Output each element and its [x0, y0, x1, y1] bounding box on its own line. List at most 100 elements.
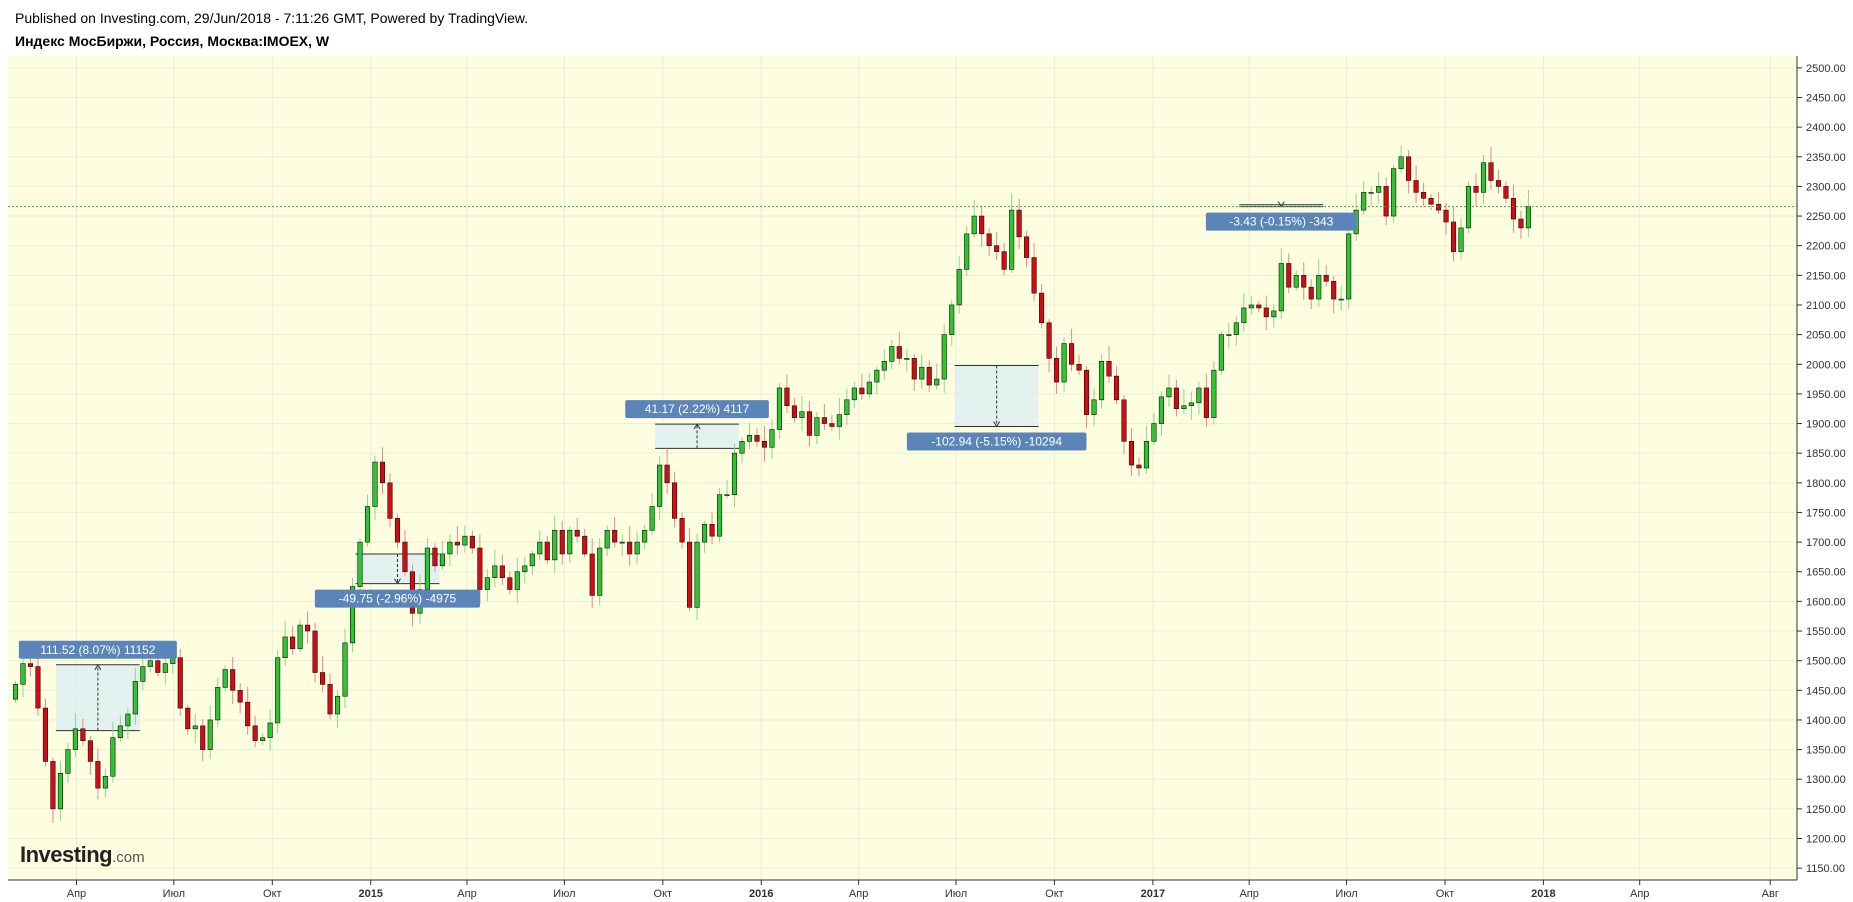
candle-body — [859, 387, 865, 395]
time-axis[interactable]: Апр Июл Окт 2015 Апр Июл Окт 2016 Апр Июл Окт 2017 А… — [8, 879, 1797, 900]
candle-body — [1016, 209, 1022, 238]
candle — [769, 419, 775, 460]
candle-body — [1473, 186, 1479, 193]
price-tick-label: 2050.00 — [1806, 330, 1846, 342]
candle-body — [829, 423, 835, 427]
candle-body — [896, 346, 902, 359]
candle-body — [200, 725, 206, 750]
candle-body — [784, 387, 790, 407]
candle — [424, 537, 430, 598]
candle — [649, 492, 655, 535]
candle — [814, 412, 820, 445]
candle — [125, 708, 131, 739]
candle — [1391, 165, 1397, 223]
candle — [312, 622, 318, 683]
candle — [559, 520, 565, 565]
candle-body — [1428, 197, 1434, 205]
candle — [1226, 322, 1232, 349]
candle-body — [799, 411, 805, 418]
candle-body — [1525, 206, 1531, 229]
candle-body — [1293, 275, 1299, 288]
candle-body — [1308, 286, 1314, 300]
candle-body — [559, 529, 565, 555]
candle-body — [1488, 162, 1494, 181]
candle-body — [1188, 402, 1194, 407]
candle — [836, 398, 842, 440]
measure-label-bg — [314, 589, 481, 608]
candle-body — [499, 565, 505, 578]
candle — [889, 339, 895, 370]
candle — [1480, 154, 1487, 205]
candle — [162, 657, 168, 685]
candle-body — [664, 464, 670, 484]
candle — [552, 515, 558, 573]
candle-body — [1361, 192, 1367, 211]
candle — [1151, 412, 1157, 445]
candle — [454, 526, 460, 556]
candle — [1495, 169, 1502, 194]
candle-body — [50, 761, 56, 810]
candle — [1233, 316, 1239, 346]
price-tick-label: 1350.00 — [1806, 745, 1846, 757]
candle — [335, 690, 341, 729]
candle — [522, 556, 528, 584]
candle — [1383, 177, 1389, 225]
price-tick-label: 1600.00 — [1806, 596, 1846, 608]
candle-body — [851, 387, 857, 401]
candle — [1091, 387, 1097, 426]
candle — [597, 537, 603, 606]
price-tick-label: 1700.00 — [1806, 537, 1846, 549]
candle-body — [320, 672, 326, 685]
candles — [12, 144, 1531, 824]
candle — [986, 228, 992, 257]
candle — [342, 628, 348, 709]
price-axis[interactable]: 1150.00 1200.00 1250.00 1300.00 1350.00 1400.… — [1796, 56, 1846, 880]
candle-body — [1323, 275, 1329, 282]
plot-area[interactable] — [8, 56, 1797, 880]
candle-body — [836, 414, 842, 427]
price-tick-label: 2100.00 — [1806, 300, 1846, 312]
candle — [394, 514, 401, 549]
candle — [1098, 354, 1105, 409]
candle — [949, 300, 955, 346]
candle — [1218, 331, 1224, 375]
candle-body — [1106, 360, 1112, 377]
candle-body — [1173, 387, 1179, 410]
candle-body — [754, 435, 760, 442]
candle — [260, 732, 266, 745]
candle-body — [57, 772, 63, 810]
candle — [1076, 354, 1082, 375]
candle — [379, 447, 386, 495]
candle-body — [469, 535, 475, 549]
candle-body — [65, 749, 71, 774]
candle-body — [1436, 203, 1442, 211]
candle-body — [1421, 192, 1427, 199]
time-tick-label: 2016 — [749, 888, 773, 900]
candle-body — [514, 571, 520, 590]
candle — [1331, 275, 1337, 314]
candle — [222, 665, 228, 693]
candle — [1039, 284, 1045, 329]
candle-body — [604, 529, 610, 549]
candle — [1518, 210, 1524, 240]
price-tick-label: 2400.00 — [1806, 122, 1846, 134]
candle-body — [1346, 233, 1352, 300]
candle — [941, 324, 947, 393]
candle — [1443, 203, 1449, 235]
candle — [1323, 264, 1329, 287]
candle-body — [117, 725, 123, 739]
price-tick-label: 2450.00 — [1806, 92, 1846, 104]
candle — [731, 443, 738, 508]
candle-body — [702, 524, 708, 543]
measure-arrowhead — [394, 578, 401, 585]
candle — [1308, 279, 1314, 310]
candle — [1143, 425, 1150, 474]
candle — [971, 200, 977, 238]
candle — [65, 742, 71, 783]
candle-body — [567, 529, 573, 555]
candle — [844, 388, 850, 426]
candle — [716, 488, 723, 543]
price-tick-label: 1250.00 — [1806, 804, 1846, 816]
candle — [702, 520, 708, 553]
